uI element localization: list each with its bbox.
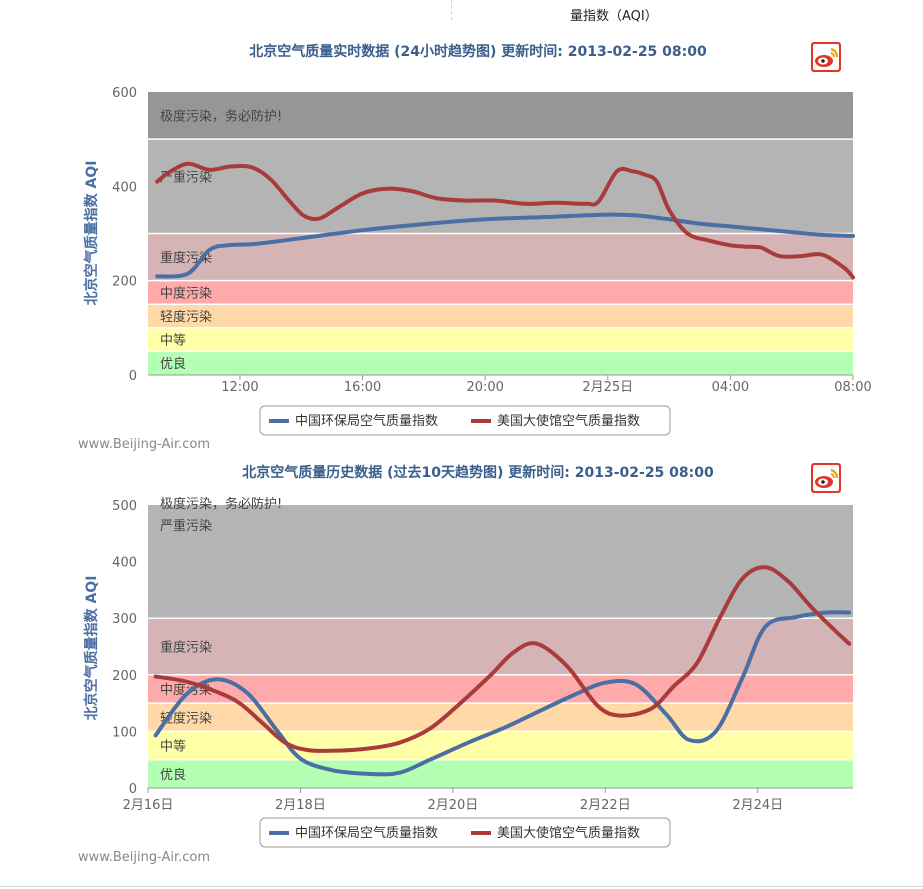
band-4 [148,233,853,281]
legend-label: 美国大使馆空气质量指数 [497,413,640,429]
history-chart-panel: 北京空气质量历史数据 (过去10天趋势图) 更新时间: 2013-02-25 0… [0,454,923,874]
band-5 [148,505,853,619]
band-label: 极度污染，务必防护! [160,496,282,512]
legend-item-cn[interactable]: 中国环保局空气质量指数 [269,413,438,429]
y-tick-label: 0 [129,782,137,797]
band-label: 严重污染 [160,518,212,534]
legend-label: 中国环保局空气质量指数 [295,413,438,429]
chart-legend: 中国环保局空气质量指数 美国大使馆空气质量指数 [259,405,671,436]
aqi-header-label: 量指数（AQI） [570,9,658,24]
series-line-cn [153,610,852,777]
realtime-chart-svg: 北京空气质量实时数据 (24小时趋势图) 更新时间: 2013-02-25 08… [78,42,872,452]
band-6 [148,92,853,140]
legend-item-us[interactable]: 美国大使馆空气质量指数 [471,413,640,429]
y-tick-label: 0 [129,369,137,384]
band-0 [148,759,853,788]
band-label: 中等 [160,739,186,755]
weibo-icon[interactable] [811,463,841,493]
band-label: 极度污染，务必防护! [160,109,282,125]
header-divider [451,0,452,20]
band-label: 优良 [160,356,186,372]
site-credit: www.Beijing-Air.com [78,437,210,452]
top-header-strip: 量指数（AQI） [0,0,923,24]
x-tick-label: 2月25日 [582,380,633,395]
y-tick-label: 400 [112,556,137,571]
realtime-chart-panel: 北京空气质量实时数据 (24小时趋势图) 更新时间: 2013-02-25 08… [0,34,923,454]
x-tick-label: 20:00 [466,380,503,395]
series-line-cn [155,212,855,279]
legend-item-us[interactable]: 美国大使馆空气质量指数 [471,825,640,841]
band-label: 轻度污染 [160,309,212,325]
bottom-border [0,886,923,887]
y-tick-label: 600 [112,86,137,101]
y-tick-label: 200 [112,669,137,684]
x-tick-label: 08:00 [834,380,871,395]
legend-box [259,405,671,436]
band-2 [148,304,853,328]
x-tick-label: 12:00 [221,380,258,395]
band-1 [148,731,853,760]
chart-legend: 中国环保局空气质量指数 美国大使馆空气质量指数 [259,817,671,848]
site-credit: www.Beijing-Air.com [78,850,210,865]
x-tick-label: 04:00 [712,380,749,395]
y-axis-label: 北京空气质量指数 AQI [83,576,100,721]
band-0 [148,351,853,375]
history-chart-svg: 北京空气质量历史数据 (过去10天趋势图) 更新时间: 2013-02-25 0… [78,463,853,865]
y-tick-label: 300 [112,612,137,627]
band-label: 中等 [160,333,186,349]
legend-box [259,817,671,848]
series-line-us [153,565,852,753]
band-3 [148,280,853,305]
legend-label: 中国环保局空气质量指数 [295,825,438,841]
y-tick-label: 200 [112,275,137,290]
band-label: 中度污染 [160,285,212,301]
x-tick-label: 2月24日 [732,798,783,813]
x-tick-label: 2月20日 [427,798,478,813]
series-line-us [155,161,855,280]
y-tick-label: 100 [112,725,137,740]
y-tick-label: 400 [112,180,137,195]
legend-item-cn[interactable]: 中国环保局空气质量指数 [269,825,438,841]
legend-label: 美国大使馆空气质量指数 [497,825,640,841]
band-label: 轻度污染 [160,710,212,726]
chart-title: 北京空气质量实时数据 (24小时趋势图) 更新时间: 2013-02-25 08… [249,43,707,60]
band-label: 优良 [160,767,186,783]
chart-title: 北京空气质量历史数据 (过去10天趋势图) 更新时间: 2013-02-25 0… [242,464,714,481]
x-tick-label: 16:00 [344,380,381,395]
band-1 [148,327,853,352]
x-tick-label: 2月18日 [275,798,326,813]
y-axis-label: 北京空气质量指数 AQI [83,161,100,306]
y-tick-label: 500 [112,499,137,514]
band-label: 重度污染 [160,640,212,656]
x-tick-label: 2月22日 [580,798,631,813]
band-label: 严重污染 [160,170,212,186]
x-tick-label: 2月16日 [123,798,174,813]
weibo-icon[interactable] [811,42,841,72]
